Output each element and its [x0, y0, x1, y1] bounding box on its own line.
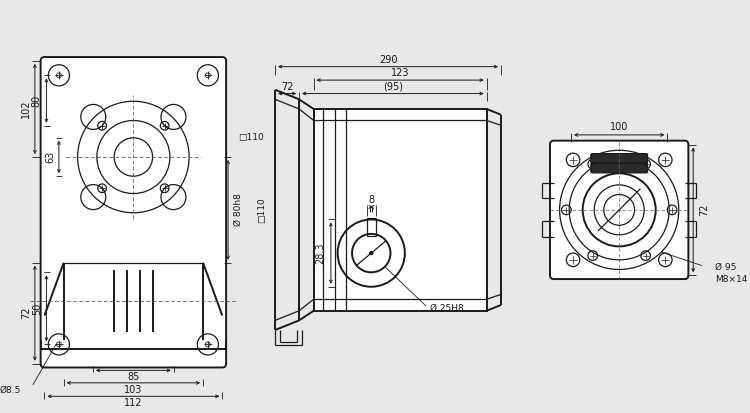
- Circle shape: [56, 73, 62, 78]
- Text: 63: 63: [45, 151, 56, 163]
- Text: Ø 80h8: Ø 80h8: [234, 193, 243, 226]
- Text: 100: 100: [610, 122, 628, 132]
- Text: 28.3: 28.3: [315, 242, 326, 264]
- Circle shape: [56, 342, 62, 347]
- Bar: [314, 109, 487, 311]
- Text: 72: 72: [699, 204, 709, 216]
- FancyBboxPatch shape: [550, 141, 688, 279]
- Text: Ø 95: Ø 95: [716, 263, 736, 272]
- Text: 85: 85: [128, 372, 140, 382]
- FancyBboxPatch shape: [591, 154, 647, 163]
- Text: 112: 112: [124, 398, 142, 408]
- Text: Ø8.5: Ø8.5: [0, 386, 20, 395]
- Text: (95): (95): [382, 82, 403, 92]
- Text: 72: 72: [21, 307, 32, 319]
- Text: 290: 290: [379, 55, 398, 65]
- Circle shape: [206, 73, 210, 78]
- Text: 102: 102: [21, 100, 32, 118]
- Text: 103: 103: [124, 385, 142, 394]
- Text: M8×14: M8×14: [716, 275, 748, 284]
- Text: Ø 25H8: Ø 25H8: [430, 304, 464, 312]
- FancyBboxPatch shape: [591, 163, 647, 173]
- Text: 123: 123: [391, 69, 410, 78]
- Text: 50: 50: [32, 302, 42, 315]
- Text: 72: 72: [281, 82, 293, 92]
- Circle shape: [370, 252, 373, 254]
- FancyBboxPatch shape: [40, 57, 226, 368]
- Text: □110: □110: [257, 197, 266, 223]
- Circle shape: [206, 342, 210, 347]
- Text: 80: 80: [32, 95, 42, 107]
- Text: 8: 8: [368, 195, 374, 205]
- Text: □110: □110: [238, 133, 264, 142]
